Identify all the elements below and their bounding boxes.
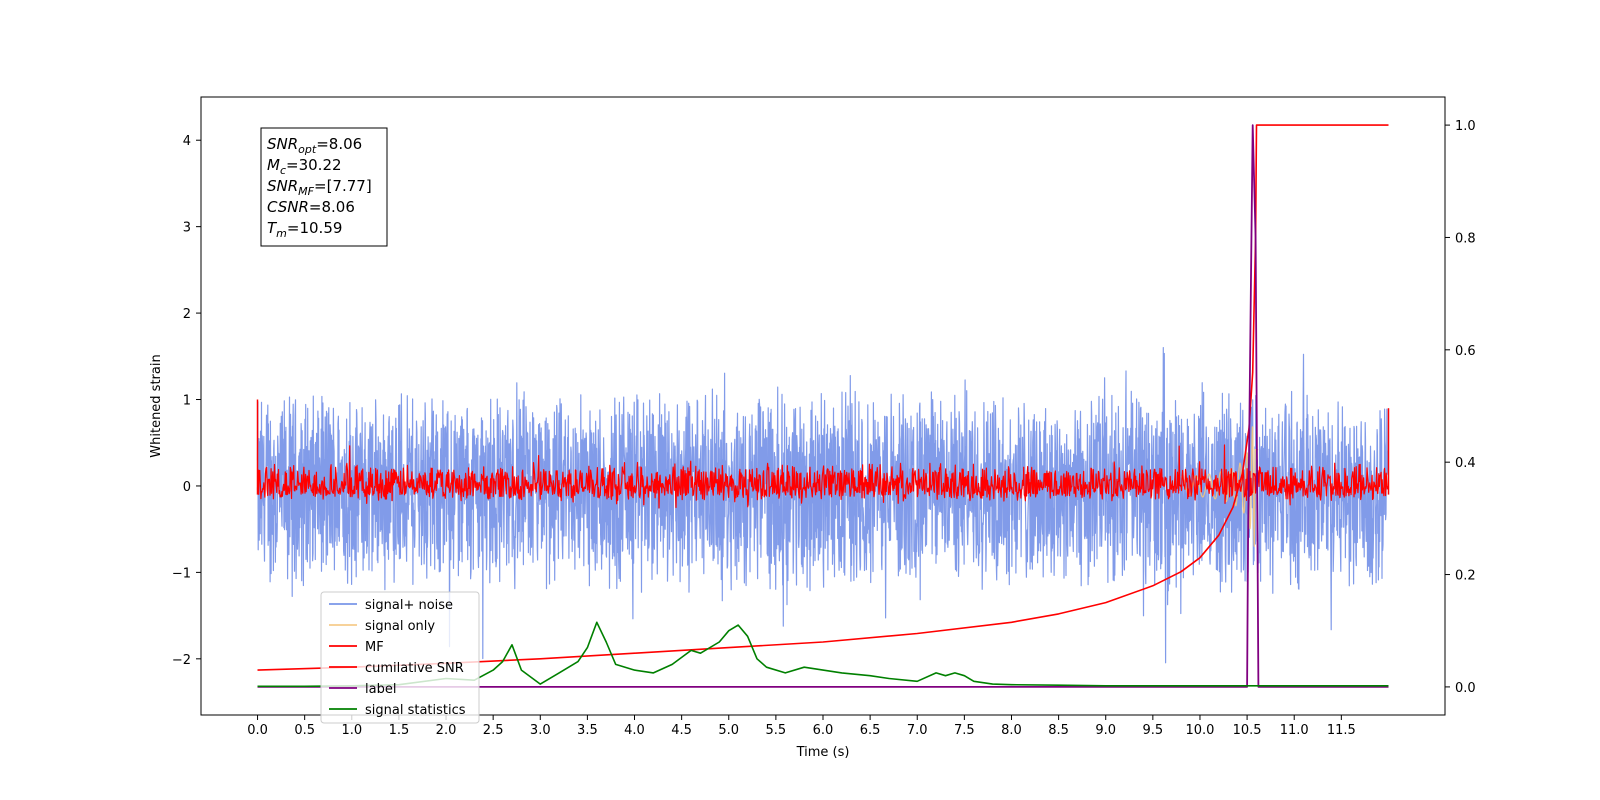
x-tick-label: 2.5 <box>483 723 504 738</box>
legend-label: signal only <box>365 619 435 634</box>
x-tick-label: 10.5 <box>1233 723 1262 738</box>
y2-tick-label: 0.4 <box>1455 456 1476 471</box>
y-tick-label: −1 <box>172 566 191 581</box>
legend-frame <box>320 591 480 724</box>
legend: signal+ noise signal only MF cumilative SNR… <box>320 591 480 724</box>
x-tick-label: 4.0 <box>624 723 645 738</box>
y-axis-label: Whitened strain <box>149 354 164 457</box>
x-tick-label: 5.0 <box>718 723 739 738</box>
x-tick-label: 11.5 <box>1327 723 1356 738</box>
series-signal-statistics <box>257 621 1389 688</box>
series-label <box>257 124 1389 688</box>
x-axis-label: Time (s) <box>796 745 850 760</box>
legend-label: signal+ noise <box>365 598 453 613</box>
x-tick-label: 7.0 <box>907 723 928 738</box>
info-box: SNRopt=8.06Mc=30.22SNRMF=[7.77]CSNR=8.06… <box>260 127 388 247</box>
y-axis-right: 0.0 0.2 0.4 0.6 0.8 1.0 <box>1445 119 1476 696</box>
series-mf <box>256 444 1389 509</box>
x-tick-label: 8.0 <box>1001 723 1022 738</box>
y-tick-label: −2 <box>172 653 191 668</box>
info-line: SNRMF=[7.77] <box>267 177 372 198</box>
series-cumulative-snr <box>257 124 1389 671</box>
x-tick-label: 1.5 <box>389 723 410 738</box>
y2-tick-label: 0.2 <box>1455 569 1476 584</box>
y-tick-label: 1 <box>183 394 191 409</box>
y2-tick-label: 1.0 <box>1455 119 1476 134</box>
x-tick-label: 1.0 <box>341 723 362 738</box>
info-line: Mc=30.22 <box>267 156 342 177</box>
x-tick-label: 3.0 <box>530 723 551 738</box>
info-line: SNRopt=8.06 <box>267 135 362 156</box>
info-line: Tm=10.59 <box>267 219 342 240</box>
legend-label: label <box>365 682 396 697</box>
y-tick-label: 0 <box>183 480 191 495</box>
y-tick-label: 2 <box>183 307 191 322</box>
x-axis: 0.0 0.5 1.0 1.5 2.0 2.5 3.0 3.5 4.0 4.5 5.0 5.5 6.0 6… <box>247 715 1356 738</box>
x-tick-label: 4.5 <box>671 723 692 738</box>
legend-label: signal statistics <box>365 703 466 718</box>
y-tick-label: 3 <box>183 221 191 236</box>
x-tick-label: 9.5 <box>1143 723 1164 738</box>
x-tick-label: 8.5 <box>1048 723 1069 738</box>
info-box-frame <box>260 127 388 247</box>
x-tick-label: 6.5 <box>860 723 881 738</box>
info-line: CSNR=8.06 <box>267 198 355 216</box>
x-tick-label: 11.0 <box>1280 723 1309 738</box>
x-tick-label: 0.0 <box>247 723 268 738</box>
x-tick-label: 6.0 <box>813 723 834 738</box>
y2-tick-label: 0.6 <box>1455 344 1476 359</box>
x-tick-label: 0.5 <box>294 723 315 738</box>
legend-label: MF <box>365 640 384 655</box>
x-tick-label: 7.5 <box>954 723 975 738</box>
series-layer <box>256 124 1390 688</box>
x-tick-label: 3.5 <box>577 723 598 738</box>
x-tick-label: 2.0 <box>436 723 457 738</box>
x-tick-label: 9.0 <box>1095 723 1116 738</box>
x-tick-label: 10.0 <box>1185 723 1214 738</box>
y-tick-label: 4 <box>183 134 191 149</box>
y2-tick-label: 0.0 <box>1455 681 1476 696</box>
y-axis-left: −2 −1 0 1 2 3 4 <box>172 134 201 668</box>
y2-tick-label: 0.8 <box>1455 231 1476 246</box>
legend-label: cumilative SNR <box>365 661 464 676</box>
series-signal-noise <box>256 347 1389 664</box>
x-tick-label: 5.5 <box>766 723 787 738</box>
